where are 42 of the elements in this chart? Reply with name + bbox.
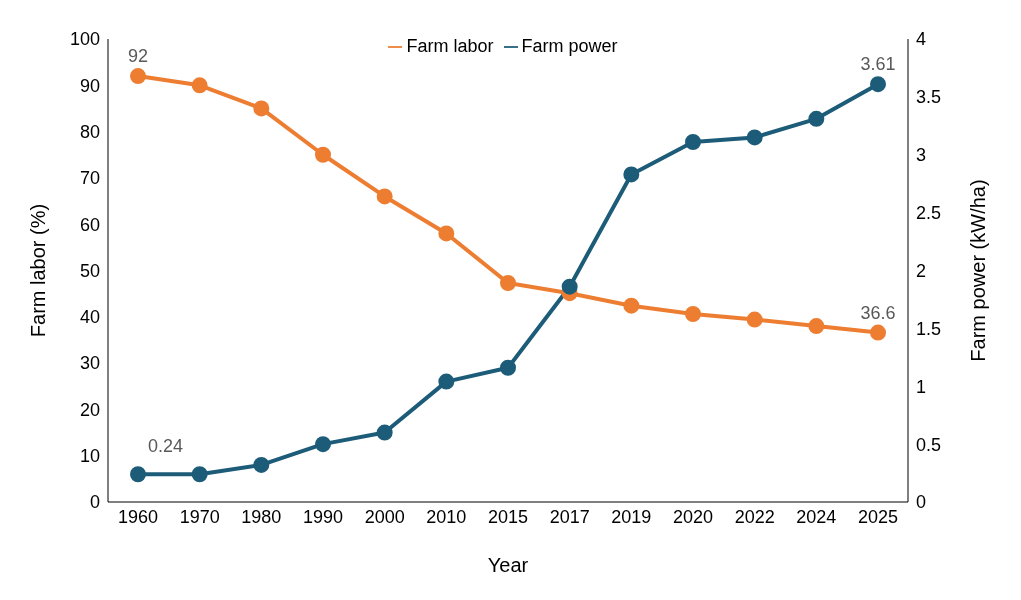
x-tick-label: 1980 <box>241 506 282 527</box>
y-tick-label: 100 <box>69 29 100 50</box>
x-tick-label: 1990 <box>302 506 344 527</box>
x-tick-label: 1960 <box>117 506 159 527</box>
x-tick-label: 1970 <box>179 506 220 527</box>
legend-label: Farm power <box>521 36 618 56</box>
x-tick-label: 2019 <box>611 506 652 527</box>
y-axis-title: Farm labor (%) <box>27 203 50 338</box>
y-tick-label: 0 <box>89 492 100 513</box>
legend-label: Farm labor <box>406 36 494 56</box>
y-tick-label: 50 <box>79 260 100 281</box>
x-tick-label: 2022 <box>734 506 775 527</box>
x-tick-label: 2020 <box>672 506 714 527</box>
data-label: 3.61 <box>860 54 896 75</box>
y2-tick-label: 0 <box>916 492 927 513</box>
y-tick-label: 90 <box>79 75 100 96</box>
y2-axis-title: Farm power (kW/ha) <box>967 179 990 362</box>
y-tick-label: 60 <box>79 214 100 235</box>
y-tick-label: 80 <box>79 121 100 142</box>
x-tick-label: 2017 <box>549 506 590 527</box>
y2-tick-label: 3.5 <box>916 87 942 108</box>
y2-tick-label: 1.5 <box>916 318 942 339</box>
y-tick-label: 20 <box>79 399 100 420</box>
data-label: 92 <box>127 46 149 67</box>
y2-tick-label: 2.5 <box>916 203 942 224</box>
data-label: 0.24 <box>148 436 184 457</box>
y2-tick-label: 4 <box>916 29 927 50</box>
x-tick-label: 2010 <box>426 506 467 527</box>
y-tick-label: 70 <box>79 168 100 189</box>
y-tick-label: 10 <box>79 446 100 467</box>
y2-tick-label: 2 <box>916 260 927 281</box>
y-tick-label: 30 <box>79 353 100 374</box>
data-label: 36.6 <box>860 302 896 323</box>
y2-tick-label: 0.5 <box>916 434 942 455</box>
x-axis-title: Year <box>487 554 529 576</box>
y-tick-label: 40 <box>79 307 100 328</box>
y2-tick-label: 3 <box>916 145 927 166</box>
x-tick-label: 2000 <box>364 506 405 527</box>
x-tick-label: 2015 <box>487 506 529 527</box>
x-tick-label: 2025 <box>857 506 899 527</box>
y2-tick-label: 1 <box>916 376 927 397</box>
x-tick-label: 2024 <box>796 506 837 527</box>
